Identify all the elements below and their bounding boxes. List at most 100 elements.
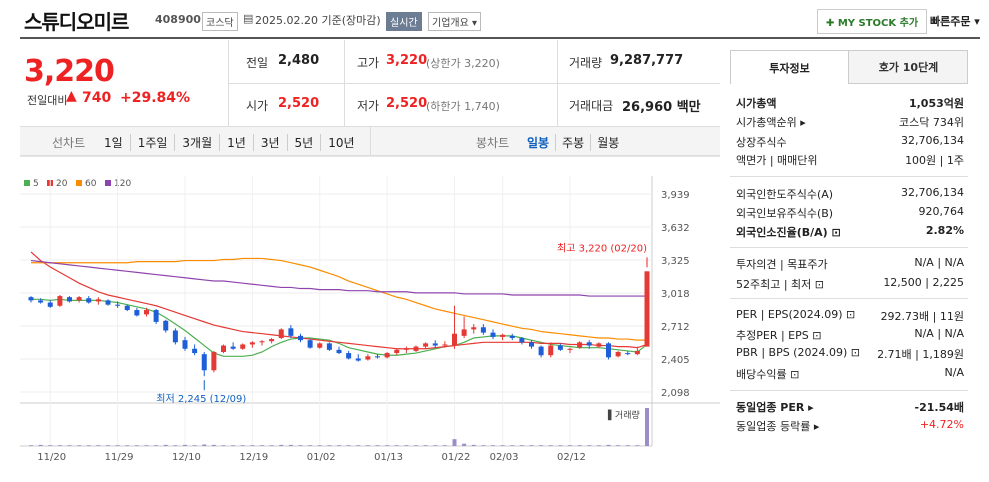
volume-bar bbox=[231, 445, 236, 446]
legend-swatch bbox=[24, 180, 30, 186]
candle-body bbox=[134, 310, 140, 316]
amount-value: 26,960 백만 bbox=[622, 100, 701, 115]
period-tab-3[interactable]: 1년 bbox=[219, 134, 253, 151]
candle-body bbox=[278, 329, 284, 339]
volume-bar bbox=[500, 445, 505, 446]
price-chart[interactable]: 5 20 60 120 3,939 3,632 3,325 3,018 2,712 2,405 2,… bbox=[20, 156, 720, 462]
volume-bar bbox=[77, 445, 82, 446]
my-stock-add-button[interactable]: ✚ MY STOCK 추가 bbox=[817, 9, 928, 34]
volume-bar bbox=[298, 445, 303, 446]
volume-bar bbox=[269, 445, 274, 446]
candle-body bbox=[423, 343, 429, 347]
volume-bar bbox=[337, 445, 341, 446]
period-tab-6[interactable]: 10년 bbox=[320, 134, 361, 151]
info-value: 292.73배 | 11원 bbox=[880, 310, 964, 323]
realtime-button[interactable]: 실시간 bbox=[386, 12, 422, 31]
candle-body bbox=[625, 353, 631, 355]
volume-bar bbox=[317, 445, 322, 446]
candle-body bbox=[596, 343, 602, 347]
change-percent: +29.84% bbox=[120, 90, 191, 106]
info-key: 외국인보유주식수(B) bbox=[736, 207, 834, 220]
amount-label: 거래대금 bbox=[569, 99, 614, 113]
volume-bar bbox=[385, 445, 390, 446]
candle-body bbox=[490, 332, 496, 337]
volume-bar bbox=[568, 445, 572, 446]
candle-body bbox=[615, 351, 621, 357]
tab-invest-info[interactable]: 투자정보 bbox=[731, 51, 849, 84]
volume-bar bbox=[404, 445, 409, 446]
info-row: 외국인소진율(B/A) ⊡ 2.82% bbox=[736, 224, 964, 240]
candle-body bbox=[413, 346, 419, 351]
market-tag: 코스닥 bbox=[202, 12, 238, 31]
period-tab-5[interactable]: 5년 bbox=[286, 134, 321, 151]
candle-tab-1[interactable]: 주봉 bbox=[555, 134, 590, 151]
candle-body bbox=[95, 299, 101, 302]
candle-body bbox=[269, 339, 275, 342]
candle-tabs: 일봉 주봉 월봉 bbox=[521, 134, 625, 151]
info-value: 코스닥 734위 bbox=[899, 116, 964, 129]
volume-label: ▌거래량 bbox=[607, 409, 640, 421]
info-key: 52주최고 | 최저 ⊡ bbox=[736, 278, 825, 291]
candle-body bbox=[326, 343, 332, 350]
volume-bar bbox=[67, 445, 72, 446]
period-tab-2[interactable]: 3개월 bbox=[174, 134, 219, 151]
tab-order-book[interactable]: 호가 10단계 bbox=[878, 61, 939, 74]
volume-bar bbox=[356, 445, 361, 446]
info-value: 32,706,134 bbox=[901, 134, 964, 147]
info-key: PER | EPS(2024.09) ⊡ bbox=[736, 308, 856, 321]
x-tick-label: 12/19 bbox=[239, 452, 268, 462]
candle-tab-2[interactable]: 월봉 bbox=[590, 134, 625, 151]
company-overview-button[interactable]: 기업개요 ▾ bbox=[428, 12, 481, 31]
candle-body bbox=[509, 335, 515, 339]
lower-limit-note: (하한가 1,740) bbox=[426, 100, 500, 113]
quick-order-link[interactable]: 빠른주문 ▾ bbox=[930, 15, 980, 28]
info-row: 외국인보유주식수(B) 920,764 bbox=[736, 205, 964, 221]
info-value: +4.72% bbox=[919, 418, 964, 431]
candle-body bbox=[538, 346, 544, 356]
candle-body bbox=[355, 358, 361, 361]
high-value: 3,220 bbox=[386, 53, 428, 68]
divider bbox=[730, 390, 968, 391]
candle-body bbox=[557, 345, 563, 350]
info-key: 외국인소진율(B/A) ⊡ bbox=[736, 226, 841, 239]
candle-body bbox=[105, 300, 111, 305]
candle-body bbox=[115, 304, 121, 306]
candle-body bbox=[307, 340, 313, 348]
volume-bar bbox=[183, 444, 187, 446]
volume-bar bbox=[635, 445, 640, 446]
info-row: 상장주식수 32,706,134 bbox=[736, 134, 964, 150]
volume-bar bbox=[587, 445, 592, 446]
candle-body bbox=[182, 340, 188, 349]
volume-bar bbox=[106, 445, 110, 446]
volume-bar bbox=[616, 445, 621, 446]
ma-line-20 bbox=[30, 251, 648, 350]
period-tab-0[interactable]: 1일 bbox=[104, 136, 123, 150]
period-tab-4[interactable]: 3년 bbox=[252, 134, 287, 151]
volume-bar bbox=[192, 445, 197, 446]
volume-bar bbox=[365, 445, 370, 446]
info-row: 배당수익률 ⊡ N/A bbox=[736, 366, 964, 382]
x-tick-label: 11/20 bbox=[37, 452, 66, 462]
open-value: 2,520 bbox=[278, 96, 320, 111]
candle-tab-0[interactable]: 일봉 bbox=[527, 136, 550, 150]
info-value: 1,053억원 bbox=[908, 97, 964, 110]
x-tick-label: 02/12 bbox=[557, 452, 586, 462]
stock-name: 스튜디오미르 bbox=[24, 10, 129, 34]
volume-bar bbox=[260, 445, 264, 446]
period-tab-1[interactable]: 1주일 bbox=[129, 134, 175, 151]
volume-bar bbox=[539, 445, 544, 446]
volume-bar bbox=[211, 444, 216, 446]
volume-bar bbox=[173, 445, 178, 446]
volume-bar bbox=[279, 444, 284, 446]
volume-bar bbox=[510, 445, 515, 446]
info-key: 동일업종 PER ▸ bbox=[736, 401, 814, 414]
candle-body bbox=[240, 344, 246, 349]
period-tabs: 1일 1주일 3개월 1년 3년 5년 10년 bbox=[97, 134, 362, 151]
candle-body bbox=[230, 346, 236, 349]
info-value: 100원 | 1주 bbox=[905, 154, 964, 167]
volume-bar bbox=[433, 445, 438, 446]
info-key: 투자의견 | 목표주가 bbox=[736, 258, 828, 271]
y-tick-label: 2,712 bbox=[661, 322, 690, 333]
volume-bar bbox=[375, 445, 380, 446]
candle-body bbox=[346, 353, 352, 359]
